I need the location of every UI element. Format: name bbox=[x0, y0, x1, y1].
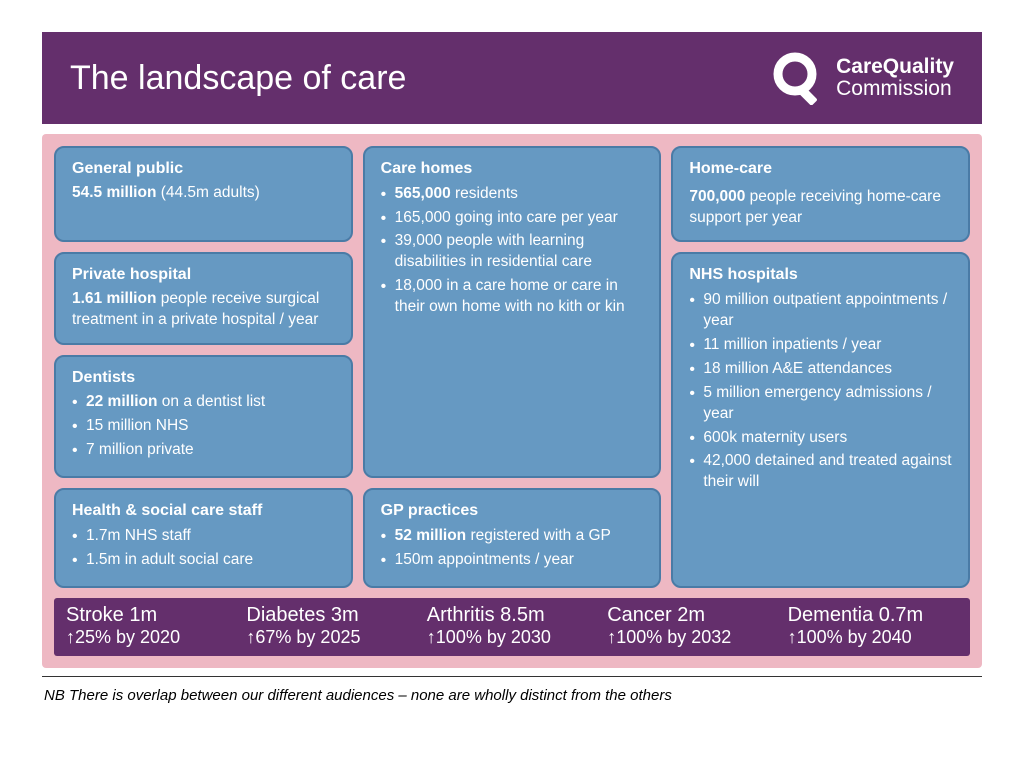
footnote: NB There is overlap between our differen… bbox=[42, 677, 982, 704]
stat-name: Cancer 2m bbox=[607, 604, 777, 627]
list-item: 1.5m in adult social care bbox=[72, 550, 335, 571]
card-private-hospital: Private hospital 1.61 million people rec… bbox=[54, 252, 353, 344]
card-title: Care homes bbox=[381, 158, 644, 180]
list-item: 565,000 residents bbox=[381, 184, 644, 205]
card-lead: 54.5 million (44.5m adults) bbox=[72, 183, 335, 204]
card-title: NHS hospitals bbox=[689, 264, 952, 286]
card-title: Health & social care staff bbox=[72, 500, 335, 522]
list-item: 52 million registered with a GP bbox=[381, 526, 644, 547]
list-item: 18,000 in a care home or care in their o… bbox=[381, 276, 644, 318]
list-item: 18 million A&E attendances bbox=[689, 359, 952, 380]
card-title: Home-care bbox=[689, 158, 952, 180]
card-staff: Health & social care staff 1.7m NHS staf… bbox=[54, 488, 353, 587]
list-item: 150m appointments / year bbox=[381, 550, 644, 571]
card-dentists: Dentists 22 million on a dentist list 15 … bbox=[54, 355, 353, 478]
stat-projection: ↑67% by 2025 bbox=[246, 627, 416, 648]
condition-stats-strip: Stroke 1m↑25% by 2020Diabetes 3m↑67% by … bbox=[54, 598, 970, 656]
condition-stat: Cancer 2m↑100% by 2032 bbox=[607, 604, 777, 648]
card-nhs-hospitals: NHS hospitals 90 million outpatient appo… bbox=[671, 252, 970, 587]
card-list: 1.7m NHS staff 1.5m in adult social care bbox=[72, 526, 335, 571]
card-gp-practices: GP practices 52 million registered with … bbox=[363, 488, 662, 587]
stat-name: Arthritis 8.5m bbox=[427, 604, 597, 627]
card-title: Dentists bbox=[72, 367, 335, 389]
card-list: 90 million outpatient appointments / yea… bbox=[689, 290, 952, 493]
list-item: 42,000 detained and treated against thei… bbox=[689, 451, 952, 493]
stat-name: Stroke 1m bbox=[66, 604, 236, 627]
slide: The landscape of care CareQuality Commis… bbox=[0, 0, 1024, 668]
stat-projection: ↑25% by 2020 bbox=[66, 627, 236, 648]
card-care-homes: Care homes 565,000 residents 165,000 goin… bbox=[363, 146, 662, 478]
card-lead: 1.61 million people receive surgical tre… bbox=[72, 289, 335, 331]
list-item: 1.7m NHS staff bbox=[72, 526, 335, 547]
list-item: 22 million on a dentist list bbox=[72, 392, 335, 413]
card-list: 565,000 residents 165,000 going into care… bbox=[381, 184, 644, 319]
list-item: 7 million private bbox=[72, 440, 335, 461]
list-item: 5 million emergency admissions / year bbox=[689, 383, 952, 425]
card-list: 22 million on a dentist list 15 million N… bbox=[72, 392, 335, 461]
card-list: 52 million registered with a GP 150m appo… bbox=[381, 526, 644, 571]
card-grid: General public 54.5 million (44.5m adult… bbox=[54, 146, 970, 588]
list-item: 11 million inpatients / year bbox=[689, 335, 952, 356]
stat-name: Diabetes 3m bbox=[246, 604, 416, 627]
cqc-logo: CareQuality Commission bbox=[772, 51, 954, 105]
card-general-public: General public 54.5 million (44.5m adult… bbox=[54, 146, 353, 242]
card-title: Private hospital bbox=[72, 264, 335, 286]
card-title: GP practices bbox=[381, 500, 644, 522]
list-item: 15 million NHS bbox=[72, 416, 335, 437]
list-item: 90 million outpatient appointments / yea… bbox=[689, 290, 952, 332]
list-item: 165,000 going into care per year bbox=[381, 208, 644, 229]
stat-projection: ↑100% by 2030 bbox=[427, 627, 597, 648]
magnifier-icon bbox=[772, 51, 826, 105]
condition-stat: Arthritis 8.5m↑100% by 2030 bbox=[427, 604, 597, 648]
logo-text: CareQuality Commission bbox=[836, 56, 954, 100]
card-lead: 700,000 people receiving home-care suppo… bbox=[689, 187, 952, 229]
condition-stat: Dementia 0.7m↑100% by 2040 bbox=[788, 604, 958, 648]
list-item: 600k maternity users bbox=[689, 428, 952, 449]
card-title: General public bbox=[72, 158, 335, 180]
list-item: 39,000 people with learning disabilities… bbox=[381, 231, 644, 273]
condition-stat: Stroke 1m↑25% by 2020 bbox=[66, 604, 236, 648]
header-bar: The landscape of care CareQuality Commis… bbox=[42, 32, 982, 124]
pink-panel: General public 54.5 million (44.5m adult… bbox=[42, 134, 982, 668]
condition-stat: Diabetes 3m↑67% by 2025 bbox=[246, 604, 416, 648]
stat-projection: ↑100% by 2040 bbox=[788, 627, 958, 648]
stat-name: Dementia 0.7m bbox=[788, 604, 958, 627]
page-title: The landscape of care bbox=[70, 59, 406, 98]
stat-projection: ↑100% by 2032 bbox=[607, 627, 777, 648]
card-home-care: Home-care 700,000 people receiving home-… bbox=[671, 146, 970, 242]
